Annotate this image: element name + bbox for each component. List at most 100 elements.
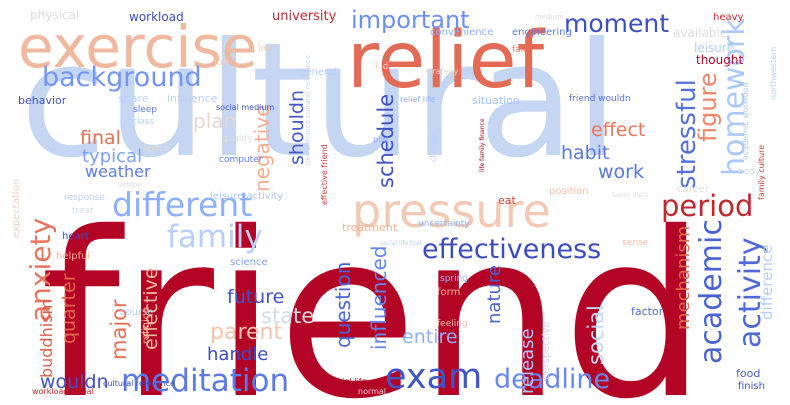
word-response: response xyxy=(64,193,105,203)
word-mechanism: mechanism xyxy=(673,225,694,330)
word-plan: plan xyxy=(193,109,237,133)
word-pressure: pressure xyxy=(352,184,551,238)
word-university: university xyxy=(272,9,337,24)
word-habit: habit xyxy=(561,142,610,164)
word-uncertainty: uncertainty xyxy=(418,219,470,229)
word-position: position xyxy=(549,186,589,197)
word-weather: weather xyxy=(85,162,151,181)
word-class: class xyxy=(132,117,155,127)
word-effectiveness: effectiveness xyxy=(422,234,602,265)
word-leisure-activity: leisure activity xyxy=(210,191,284,202)
word-meditation: meditation xyxy=(121,363,290,399)
word-sense: sense xyxy=(622,238,649,248)
word-influenced: influenced xyxy=(367,245,391,350)
word-expectation: expectation xyxy=(11,178,22,238)
word-medium: medium xyxy=(535,13,564,21)
word-negative: negative xyxy=(250,104,274,192)
word-thought: thought xyxy=(696,53,744,67)
word-typical: typical xyxy=(82,146,143,167)
word-exercise: exercise xyxy=(18,13,258,81)
word-quarter: quarter xyxy=(58,273,80,344)
word-space: space xyxy=(143,144,170,154)
word-cultural: cultural xyxy=(20,9,619,193)
word-family-culture: family culture xyxy=(757,144,766,200)
word-period: period xyxy=(661,189,754,223)
word-important: important xyxy=(351,6,470,34)
word-london: london xyxy=(118,181,142,189)
word-leisure: leisure xyxy=(694,41,734,55)
word-treatment: treatment xyxy=(342,221,398,234)
word-finish: finish xyxy=(738,381,765,392)
word-future: future xyxy=(227,286,285,308)
word-workload: workload xyxy=(129,10,184,24)
word-figure: figure xyxy=(694,72,722,142)
word-feeling: feeling xyxy=(437,319,468,329)
word-computer: computer xyxy=(219,155,263,165)
word-academic-workload: academic workload xyxy=(741,82,750,160)
word-buddhism: buddhism xyxy=(37,298,56,378)
word-course: course xyxy=(120,307,154,318)
word-social-life: social life xyxy=(329,377,367,386)
word-nature: nature xyxy=(484,265,505,324)
word-form: form xyxy=(437,287,461,298)
word-factor: factor xyxy=(631,305,664,318)
word-effective-friend: effective friend xyxy=(320,144,329,205)
word-workload-social: workload social xyxy=(32,387,94,396)
word-academic: academic xyxy=(694,219,729,364)
word-handle: handle xyxy=(207,344,269,365)
word-eat: eat xyxy=(498,194,516,207)
word-food: food xyxy=(736,367,761,380)
word-state: state xyxy=(261,304,315,328)
word-fair: fair xyxy=(512,45,527,55)
word-job: job xyxy=(214,57,230,68)
word-kid: kid xyxy=(375,62,389,72)
word-quality: quality xyxy=(222,134,253,144)
word-relief-life: relief life xyxy=(400,95,435,104)
word-different: different xyxy=(112,185,253,224)
word-available: available xyxy=(673,26,728,40)
word-phd: phd xyxy=(373,135,389,144)
word-moment: moment xyxy=(564,9,670,38)
word-spring: spring xyxy=(440,274,469,284)
word-entire: entire xyxy=(402,326,458,348)
word-convenience: convenience xyxy=(430,27,494,38)
word-heavy: heavy xyxy=(713,12,744,23)
word-normal: normal xyxy=(358,387,387,396)
word-engineering: engineering xyxy=(512,27,572,38)
word-physical: physical xyxy=(30,8,80,22)
word-chicago: chicago xyxy=(429,131,438,162)
word-body: body xyxy=(738,167,761,177)
word-question: question xyxy=(331,261,355,348)
word-career: career xyxy=(677,184,709,195)
word-helpful: helpful xyxy=(56,251,91,262)
word-parent: parent xyxy=(210,320,283,345)
word-influence: influence xyxy=(167,92,218,105)
word-release: release xyxy=(517,328,538,394)
word-relief: relief xyxy=(347,16,545,106)
word-final: final xyxy=(80,127,121,149)
word-cultural-relevance: cultural relevance xyxy=(103,379,176,388)
word-exam: exam xyxy=(385,357,483,397)
word-strategy: strategy xyxy=(425,67,459,76)
word-work: work xyxy=(598,161,644,183)
word-family: family xyxy=(167,219,263,255)
word-northwestern: northwestern xyxy=(769,46,778,100)
word-low: low xyxy=(258,44,274,54)
word-general: general xyxy=(299,67,338,78)
word-wouldn: wouldn xyxy=(40,371,109,393)
word-background: background xyxy=(42,62,202,93)
word-life-family-finance: life family finance xyxy=(479,118,486,172)
word-perspective: perspective xyxy=(541,321,552,380)
word-friend-wouldn: friend wouldn xyxy=(569,94,631,104)
word-social-medium: social medium xyxy=(216,103,275,112)
word-effect: effect xyxy=(591,119,646,141)
word-performance-cultural-relevance: performance cultural relevance xyxy=(304,54,312,165)
word-religion: religion xyxy=(141,306,152,344)
word-situation: situation xyxy=(472,94,520,107)
word-treat: treat xyxy=(72,206,94,216)
word-social: social xyxy=(584,305,608,365)
word-friend: friend xyxy=(40,183,707,405)
word-behavior: behavior xyxy=(18,94,67,107)
word-heart: heart xyxy=(62,231,89,242)
